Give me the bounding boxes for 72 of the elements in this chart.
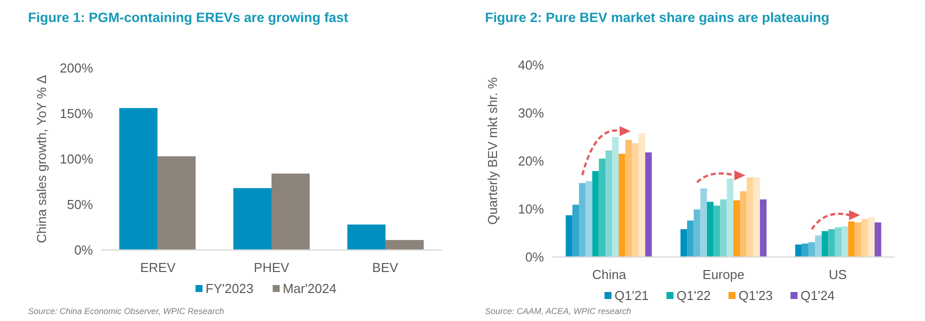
- bar: [586, 181, 592, 257]
- legend-label: Q1'24: [800, 288, 835, 303]
- x-tick-label: PHEV: [254, 260, 290, 275]
- bar: [157, 156, 196, 250]
- y-tick-label: 40%: [518, 58, 544, 73]
- bar: [632, 143, 639, 257]
- y-tick-label: 50%: [66, 197, 94, 212]
- bar: [645, 152, 652, 257]
- y-tick-label: 200%: [60, 60, 94, 76]
- bar: [874, 222, 882, 257]
- legend-label: FY'2023: [206, 281, 254, 296]
- bar: [733, 200, 740, 257]
- bar: [687, 220, 694, 257]
- x-tick-label: US: [828, 267, 848, 282]
- legend-label: Mar'2024: [282, 281, 336, 296]
- bar: [605, 150, 612, 257]
- y-tick-label: 20%: [518, 154, 544, 169]
- bar: [714, 206, 720, 257]
- bar: [808, 242, 816, 257]
- source-note: Source: CAAM, ACEA, WPIC research: [485, 306, 632, 316]
- y-tick-label: 0%: [74, 242, 94, 258]
- bar: [233, 188, 272, 250]
- bar: [795, 244, 802, 257]
- legend-label: Q1'22: [676, 288, 711, 303]
- bar: [834, 227, 842, 257]
- y-axis-title: China sales growth, YoY % Δ: [34, 74, 49, 244]
- y-tick-label: 150%: [60, 106, 94, 122]
- y-tick-label: 100%: [60, 152, 94, 167]
- bar: [566, 215, 572, 257]
- bar: [822, 231, 828, 257]
- y-tick-label: 30%: [518, 106, 544, 121]
- bar: [386, 240, 424, 250]
- bar: [347, 224, 386, 250]
- x-tick-label: Europe: [702, 267, 744, 282]
- bar: [868, 217, 875, 257]
- bar: [861, 219, 868, 257]
- x-tick-label: EREV: [140, 260, 176, 275]
- bar: [625, 140, 632, 257]
- bar: [740, 191, 747, 257]
- bar: [753, 177, 760, 257]
- legend-label: Q1'21: [614, 288, 649, 303]
- y-tick-label: 10%: [518, 202, 544, 217]
- bar: [119, 108, 158, 250]
- bar: [618, 154, 626, 257]
- chart-title: Figure 1: PGM-containing EREVs are growing fast: [28, 10, 349, 25]
- y-tick-label: 0%: [525, 250, 544, 265]
- bar: [760, 199, 767, 257]
- bar: [854, 222, 862, 257]
- bar: [572, 204, 579, 257]
- bar: [272, 174, 310, 250]
- bar: [746, 177, 754, 257]
- bar: [579, 183, 586, 257]
- y-axis-title: Quarterly BEV mkt shr. %: [485, 76, 500, 225]
- source-note: Source: China Economic Observer, WPIC Research: [28, 306, 224, 316]
- bar: [638, 133, 646, 257]
- bar: [680, 229, 688, 257]
- bar: [700, 188, 707, 257]
- bar: [815, 235, 822, 257]
- bar: [828, 229, 835, 257]
- bar: [720, 199, 727, 257]
- bar: [694, 209, 700, 257]
- bar: [706, 202, 714, 257]
- bar: [592, 171, 599, 257]
- legend-label: Q1'23: [738, 288, 773, 303]
- bar: [726, 178, 734, 257]
- x-tick-label: China: [592, 267, 627, 282]
- bar: [598, 158, 606, 257]
- chart-title: Figure 2: Pure BEV market share gains are plateauing: [485, 10, 830, 25]
- x-tick-label: BEV: [372, 260, 398, 275]
- bar: [842, 226, 848, 257]
- bar: [802, 244, 808, 257]
- bar: [612, 137, 619, 257]
